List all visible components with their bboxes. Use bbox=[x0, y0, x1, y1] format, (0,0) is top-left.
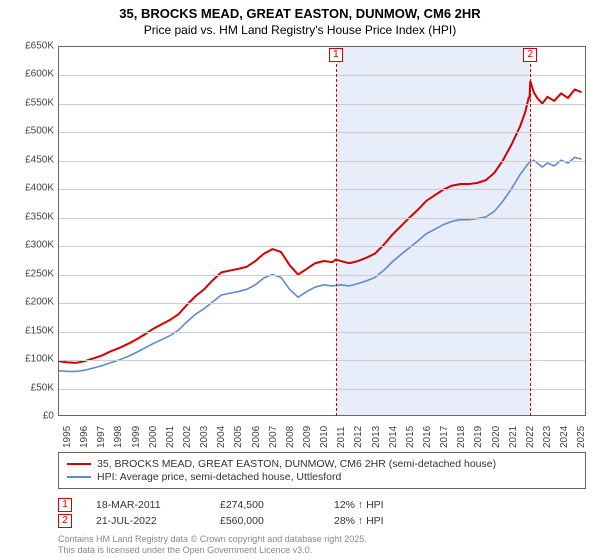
y-axis-tick-label: £400K bbox=[4, 183, 54, 194]
gridline-h bbox=[59, 246, 585, 247]
x-axis-tick-label: 2005 bbox=[233, 426, 244, 448]
sale-pct-2: 28% ↑ HPI bbox=[334, 515, 434, 527]
x-axis-tick-label: 1999 bbox=[131, 426, 142, 448]
x-axis-tick-label: 2014 bbox=[388, 426, 399, 448]
x-axis-tick-label: 2010 bbox=[319, 426, 330, 448]
sale-date-1: 18-MAR-2011 bbox=[96, 499, 196, 511]
x-axis-tick-label: 2006 bbox=[251, 426, 262, 448]
x-axis-tick-label: 2000 bbox=[148, 426, 159, 448]
legend-swatch-property bbox=[67, 463, 91, 465]
y-axis-tick-label: £300K bbox=[4, 240, 54, 251]
y-axis-tick-label: £150K bbox=[4, 325, 54, 336]
gridline-h bbox=[59, 275, 585, 276]
legend-swatch-hpi bbox=[67, 476, 91, 478]
legend-box: 35, BROCKS MEAD, GREAT EASTON, DUNMOW, C… bbox=[58, 452, 586, 489]
x-axis-tick-label: 1995 bbox=[62, 426, 73, 448]
chart-plot-area bbox=[58, 46, 586, 416]
x-axis-tick-label: 2025 bbox=[576, 426, 587, 448]
legend-item-hpi: HPI: Average price, semi-detached house,… bbox=[67, 471, 577, 483]
y-axis-tick-label: £100K bbox=[4, 354, 54, 365]
chart-subtitle: Price paid vs. HM Land Registry's House … bbox=[0, 23, 600, 37]
y-axis-tick-label: £450K bbox=[4, 154, 54, 165]
y-axis-tick-label: £250K bbox=[4, 268, 54, 279]
gridline-h bbox=[59, 389, 585, 390]
x-axis-tick-label: 2021 bbox=[508, 426, 519, 448]
x-axis-tick-label: 2022 bbox=[525, 426, 536, 448]
chart-container: 35, BROCKS MEAD, GREAT EASTON, DUNMOW, C… bbox=[0, 0, 600, 560]
y-axis-tick-label: £0 bbox=[4, 411, 54, 422]
title-block: 35, BROCKS MEAD, GREAT EASTON, DUNMOW, C… bbox=[0, 0, 600, 39]
sale-marker-2: 2 bbox=[58, 514, 72, 528]
sale-date-2: 21-JUL-2022 bbox=[96, 515, 196, 527]
x-axis-tick-label: 2015 bbox=[405, 426, 416, 448]
legend-item-property: 35, BROCKS MEAD, GREAT EASTON, DUNMOW, C… bbox=[67, 458, 577, 470]
x-axis-tick-label: 2013 bbox=[371, 426, 382, 448]
x-axis-tick-label: 2007 bbox=[268, 426, 279, 448]
x-axis-tick-label: 2004 bbox=[216, 426, 227, 448]
x-axis-tick-label: 2016 bbox=[422, 426, 433, 448]
gridline-h bbox=[59, 189, 585, 190]
x-axis-tick-label: 2018 bbox=[456, 426, 467, 448]
legend-label-property: 35, BROCKS MEAD, GREAT EASTON, DUNMOW, C… bbox=[97, 458, 496, 470]
x-axis-tick-label: 2020 bbox=[491, 426, 502, 448]
gridline-h bbox=[59, 132, 585, 133]
sale-pct-1: 12% ↑ HPI bbox=[334, 499, 434, 511]
y-axis-tick-label: £500K bbox=[4, 126, 54, 137]
x-axis-tick-label: 2011 bbox=[336, 426, 347, 448]
x-axis-tick-label: 2012 bbox=[353, 426, 364, 448]
chart-marker-1: 1 bbox=[329, 48, 343, 62]
series-line-property bbox=[59, 81, 582, 363]
x-axis-tick-label: 2009 bbox=[302, 426, 313, 448]
gridline-h bbox=[59, 332, 585, 333]
sale-price-2: £560,000 bbox=[220, 515, 310, 527]
gridline-h bbox=[59, 104, 585, 105]
sale-row-1: 1 18-MAR-2011 £274,500 12% ↑ HPI bbox=[58, 498, 586, 512]
y-axis-tick-label: £550K bbox=[4, 97, 54, 108]
legend-label-hpi: HPI: Average price, semi-detached house,… bbox=[97, 471, 341, 483]
gridline-h bbox=[59, 360, 585, 361]
x-axis-tick-label: 2023 bbox=[542, 426, 553, 448]
x-axis-tick-label: 2019 bbox=[473, 426, 484, 448]
y-axis-tick-label: £50K bbox=[4, 382, 54, 393]
footnote: Contains HM Land Registry data © Crown c… bbox=[58, 534, 367, 556]
chart-title-address: 35, BROCKS MEAD, GREAT EASTON, DUNMOW, C… bbox=[0, 6, 600, 21]
sale-marker-1: 1 bbox=[58, 498, 72, 512]
x-axis-tick-label: 2008 bbox=[285, 426, 296, 448]
gridline-h bbox=[59, 303, 585, 304]
chart-marker-line-1 bbox=[336, 64, 337, 416]
x-axis-tick-label: 2024 bbox=[559, 426, 570, 448]
sale-row-2: 2 21-JUL-2022 £560,000 28% ↑ HPI bbox=[58, 514, 586, 528]
x-axis-tick-label: 1996 bbox=[79, 426, 90, 448]
y-axis-tick-label: £600K bbox=[4, 69, 54, 80]
gridline-h bbox=[59, 161, 585, 162]
x-axis-tick-label: 2017 bbox=[439, 426, 450, 448]
y-axis-tick-label: £650K bbox=[4, 41, 54, 52]
footnote-line1: Contains HM Land Registry data © Crown c… bbox=[58, 534, 367, 545]
sales-data-rows: 1 18-MAR-2011 £274,500 12% ↑ HPI 2 21-JU… bbox=[58, 496, 586, 530]
x-axis-tick-label: 2003 bbox=[199, 426, 210, 448]
y-axis-tick-label: £200K bbox=[4, 297, 54, 308]
chart-marker-line-2 bbox=[530, 64, 531, 416]
gridline-h bbox=[59, 218, 585, 219]
x-axis-tick-label: 1998 bbox=[113, 426, 124, 448]
x-axis-tick-label: 1997 bbox=[96, 426, 107, 448]
x-axis-tick-label: 2002 bbox=[182, 426, 193, 448]
gridline-h bbox=[59, 75, 585, 76]
y-axis-tick-label: £350K bbox=[4, 211, 54, 222]
chart-marker-2: 2 bbox=[523, 48, 537, 62]
sale-price-1: £274,500 bbox=[220, 499, 310, 511]
x-axis-tick-label: 2001 bbox=[165, 426, 176, 448]
footnote-line2: This data is licensed under the Open Gov… bbox=[58, 545, 367, 556]
